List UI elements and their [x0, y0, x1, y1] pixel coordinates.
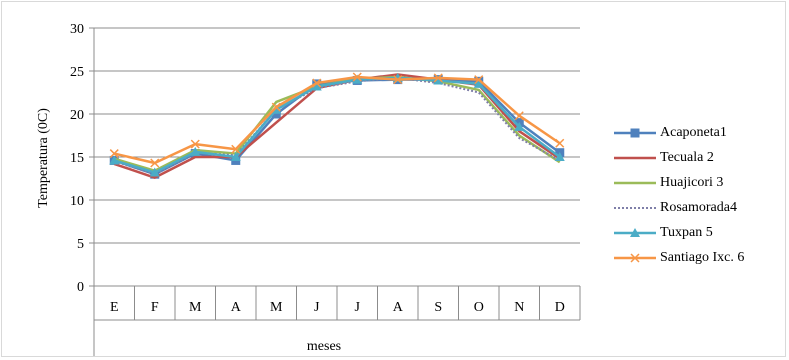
y-tick-label: 15	[70, 151, 84, 166]
legend-item: Tecuala 2	[612, 145, 782, 170]
legend-label: Acaponeta1	[660, 124, 727, 140]
legend-item: Tuxpan 5	[612, 220, 782, 245]
x-category-label: O	[474, 300, 484, 315]
x-category-label: A	[231, 300, 242, 315]
series	[109, 72, 565, 168]
data-point	[514, 121, 525, 131]
legend-swatch	[614, 252, 656, 263]
x-category-label: J	[314, 300, 320, 315]
data-point	[311, 81, 322, 91]
data-point	[190, 146, 201, 156]
legend: Acaponeta1 Tecuala 2 Huajicori 3 Rosamorada…	[612, 120, 782, 270]
y-tick-labels: 0 5 10 15 20 25 30	[70, 22, 84, 295]
legend-label: Tecuala 2	[660, 149, 714, 165]
data-point	[514, 111, 524, 121]
y-tick-label: 10	[70, 194, 84, 209]
legend-label: Santiago Ixc. 6	[660, 249, 745, 265]
data-point	[109, 155, 120, 165]
x-category-label: E	[110, 300, 119, 315]
legend-item: Rosamorada4	[612, 195, 782, 220]
y-tick-label: 20	[70, 108, 84, 123]
data-point	[231, 144, 241, 154]
data-point	[433, 73, 443, 83]
data-point	[352, 74, 363, 84]
legend-item: Acaponeta1	[612, 120, 782, 145]
data-point	[352, 72, 362, 82]
legend-swatch	[614, 128, 656, 137]
x-category-label: F	[151, 300, 159, 315]
y-tick-label: 0	[77, 280, 84, 295]
data-point	[230, 152, 241, 161]
legend-swatch	[614, 227, 656, 237]
x-category-label: J	[355, 300, 361, 315]
data-point	[555, 138, 565, 148]
legend-label: Tuxpan 5	[660, 224, 713, 240]
data-point	[109, 149, 119, 159]
data-point	[433, 75, 444, 85]
data-point	[149, 167, 160, 177]
x-axis-label: meses	[307, 339, 341, 354]
grid-lines	[94, 27, 580, 244]
x-category-label: S	[434, 300, 442, 315]
legend-label: Huajicori 3	[660, 174, 724, 190]
data-point	[150, 158, 160, 168]
x-category-label: M	[189, 300, 202, 315]
data-point	[190, 139, 200, 149]
data-point	[271, 102, 281, 112]
y-axis-label: Temperatura (0C)	[36, 108, 51, 208]
legend-item: Huajicori 3	[612, 170, 782, 195]
legend-swatch	[614, 181, 656, 184]
y-tick-label: 5	[77, 237, 84, 252]
data-point	[473, 78, 484, 88]
x-category-label: D	[555, 300, 565, 315]
legend-swatch	[614, 206, 656, 209]
x-category-label: N	[514, 300, 524, 315]
series-line	[113, 75, 561, 165]
series-lines	[109, 72, 565, 179]
data-point	[393, 75, 403, 85]
series	[109, 72, 565, 177]
axes	[89, 27, 581, 356]
series	[109, 75, 565, 179]
legend-item: Santiago Ixc. 6	[612, 245, 782, 270]
x-category-label: A	[393, 300, 404, 315]
data-point	[554, 152, 565, 161]
data-point	[312, 78, 322, 88]
legend-label: Rosamorada4	[660, 199, 737, 215]
x-category-label: M	[270, 300, 283, 315]
legend-swatch	[614, 156, 656, 159]
data-point	[271, 109, 281, 119]
data-point	[474, 75, 484, 85]
y-tick-label: 25	[70, 65, 84, 80]
series-line	[113, 76, 561, 174]
y-tick-label: 30	[70, 22, 84, 37]
